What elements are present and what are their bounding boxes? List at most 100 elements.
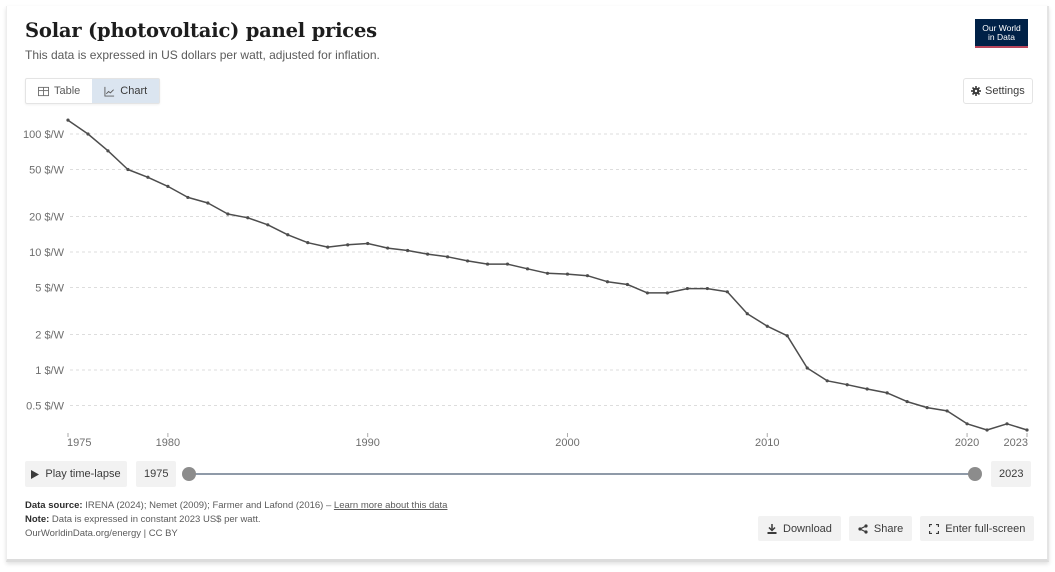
data-point[interactable]	[845, 383, 849, 387]
chart-card	[6, 6, 1049, 562]
data-point[interactable]	[465, 259, 470, 263]
timeline-track[interactable]	[189, 473, 975, 475]
download-button[interactable]: Download	[758, 516, 841, 541]
data-point[interactable]	[426, 252, 430, 256]
data-point[interactable]	[705, 286, 709, 291]
data-point[interactable]	[685, 286, 689, 291]
tab-chart[interactable]: Chart	[92, 79, 160, 103]
data-source-text: IRENA (2024); Nemet (2009); Farmer and L…	[85, 500, 334, 511]
data-source-label: Data source:	[25, 500, 83, 511]
data-point[interactable]	[985, 428, 989, 432]
data-point[interactable]	[106, 149, 110, 153]
data-point[interactable]	[805, 366, 809, 370]
y-tick-label: 50 $/W	[29, 165, 64, 177]
data-source-line: Data source: IRENA (2024); Nemet (2009);…	[25, 499, 447, 513]
data-point[interactable]	[266, 223, 270, 227]
share-label: Share	[873, 522, 904, 535]
data-point[interactable]	[565, 272, 570, 276]
timeline-end-handle[interactable]	[968, 467, 982, 481]
data-point[interactable]	[765, 324, 769, 328]
series-line[interactable]	[67, 119, 1028, 431]
play-icon	[31, 469, 40, 479]
data-point[interactable]	[885, 391, 889, 395]
data-point[interactable]	[545, 271, 550, 275]
tab-table-label: Table	[54, 85, 81, 97]
view-tabs: Table Chart	[25, 78, 161, 104]
play-timelapse-button[interactable]: Play time-lapse	[25, 461, 127, 487]
data-point[interactable]	[206, 201, 210, 205]
end-year-label[interactable]: 2023	[991, 461, 1032, 487]
tab-chart-label: Chart	[120, 85, 148, 97]
owid-logo[interactable]: Our World in Data	[975, 19, 1028, 48]
sources-footer: Data source: IRENA (2024); Nemet (2009);…	[25, 499, 447, 541]
data-point[interactable]	[66, 118, 70, 122]
data-point[interactable]	[166, 184, 170, 188]
data-point[interactable]	[825, 379, 829, 383]
data-point[interactable]	[146, 175, 150, 179]
data-point[interactable]	[645, 291, 649, 295]
credit-line[interactable]: OurWorldinData.org/energy | CC BY	[25, 528, 178, 539]
table-icon	[38, 86, 49, 96]
data-point[interactable]	[865, 387, 869, 391]
action-buttons: Download Share Enter full-screen	[758, 516, 1035, 541]
data-point[interactable]	[725, 290, 729, 294]
data-point[interactable]	[406, 248, 410, 253]
data-point[interactable]	[306, 241, 310, 245]
logo-line-1: Our World	[982, 22, 1021, 33]
data-point[interactable]	[525, 267, 530, 271]
download-label: Download	[783, 522, 832, 535]
learn-more-link[interactable]: Learn more about this data	[333, 500, 448, 511]
data-point[interactable]	[346, 243, 350, 247]
data-point[interactable]	[226, 212, 230, 216]
note-text: Data is expressed in constant 2023 US$ p…	[51, 514, 261, 525]
y-tick-label: 100 $/W	[23, 129, 65, 141]
x-tick-label: 1980	[156, 437, 180, 449]
data-point[interactable]	[1025, 428, 1029, 432]
share-icon	[858, 523, 868, 534]
gear-icon	[971, 86, 981, 96]
share-button[interactable]: Share	[848, 516, 913, 541]
y-tick-label: 20 $/W	[29, 211, 64, 223]
data-point[interactable]	[186, 195, 190, 200]
data-point[interactable]	[905, 399, 909, 404]
start-year-label[interactable]: 1975	[136, 461, 177, 487]
data-point[interactable]	[286, 233, 290, 237]
y-tick-label: 0.5 $/W	[26, 401, 65, 413]
data-point[interactable]	[505, 262, 510, 266]
line-chart-icon	[104, 86, 115, 97]
data-point[interactable]	[386, 246, 390, 250]
data-point[interactable]	[625, 282, 630, 287]
x-tick-label: 1975	[67, 437, 91, 449]
data-point[interactable]	[126, 167, 130, 172]
note-label: Note:	[25, 514, 50, 525]
data-point[interactable]	[246, 216, 250, 220]
y-tick-label: 10 $/W	[29, 247, 64, 259]
data-point[interactable]	[605, 280, 610, 284]
data-point[interactable]	[446, 255, 450, 259]
y-tick-label: 2 $/W	[35, 329, 64, 341]
x-tick-label: 2000	[555, 437, 579, 449]
data-point[interactable]	[745, 312, 749, 316]
data-point[interactable]	[1005, 422, 1009, 426]
data-point[interactable]	[665, 291, 669, 295]
data-point[interactable]	[585, 274, 590, 278]
timeline-start-handle[interactable]	[182, 467, 196, 481]
chart-subtitle: This data is expressed in US dollars per…	[25, 48, 380, 62]
fullscreen-button[interactable]: Enter full-screen	[920, 516, 1035, 541]
data-point[interactable]	[925, 406, 929, 410]
data-point[interactable]	[945, 409, 949, 413]
data-point[interactable]	[965, 422, 969, 426]
data-point[interactable]	[485, 262, 490, 266]
chart-title: Solar (photovoltaic) panel prices	[25, 19, 377, 42]
tab-table[interactable]: Table	[26, 79, 92, 103]
data-point[interactable]	[326, 245, 330, 249]
fullscreen-icon	[929, 523, 940, 534]
line-chart: 100 $/W 50 $/W 20 $/W 10 $/W 5 $/W 2 $/W 1 $/W…	[23, 118, 1029, 449]
settings-button[interactable]: Settings	[963, 78, 1033, 104]
logo-line-2: in Data	[988, 31, 1015, 42]
settings-label: Settings	[985, 85, 1025, 97]
data-point[interactable]	[366, 241, 370, 246]
data-point[interactable]	[785, 334, 789, 338]
note-line: Note: Data is expressed in constant 2023…	[25, 513, 447, 527]
data-point[interactable]	[86, 132, 90, 136]
